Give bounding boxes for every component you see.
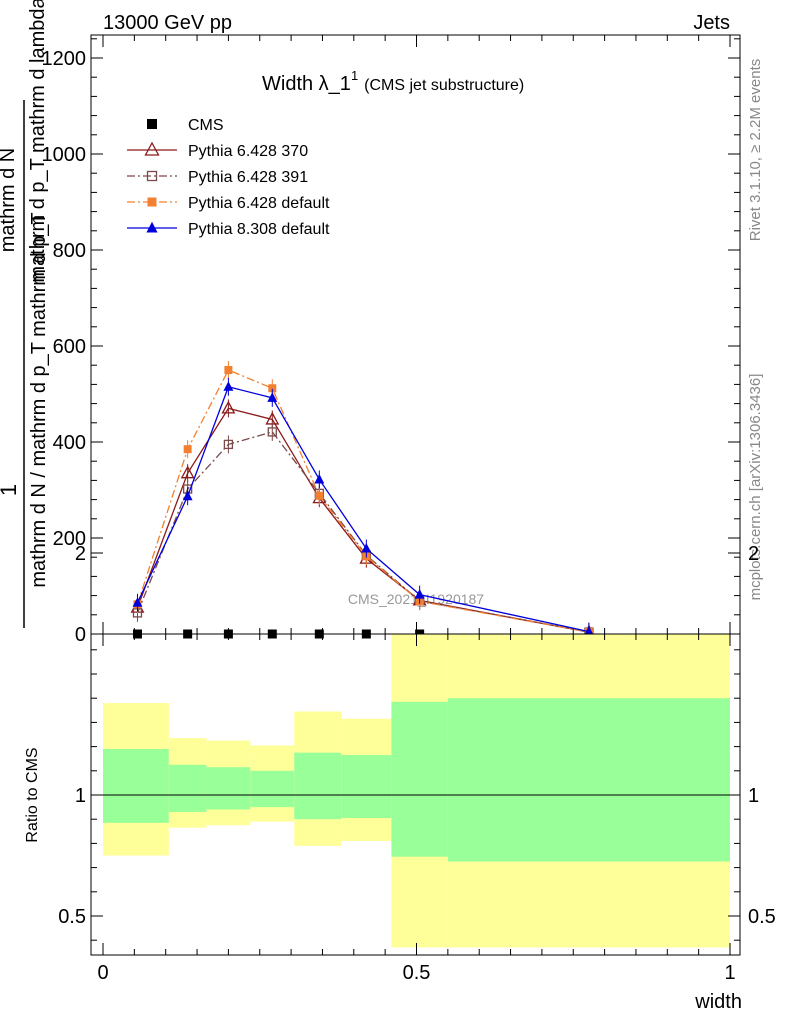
data-point: [223, 381, 234, 391]
ratio-y-tick-label-left: 1: [75, 785, 86, 807]
data-point: [223, 439, 234, 450]
data-point: [221, 400, 236, 414]
ratio-ylabel: Ratio to CMS: [24, 747, 41, 842]
ratio-y-tick-label-left: 2: [75, 543, 86, 565]
ratio-y-tick-label-right: 1: [748, 785, 759, 807]
ratio-band-green: [250, 770, 295, 808]
y-axis-label-main: 1 mathrm d N / mathrm d p_T mathrm d p_T…: [0, 0, 50, 628]
data-point: [267, 427, 277, 437]
data-point: [268, 384, 277, 393]
ratio-band-green: [341, 755, 392, 818]
ratio-band-green: [391, 701, 448, 857]
ratio-band-green: [447, 698, 730, 862]
plot-title-sub: (CMS jet substructure): [364, 77, 524, 94]
ratio-band-green: [168, 764, 207, 812]
ratio-band-green: [206, 767, 251, 810]
ylabel-part-dpt: mathrm d p_T mathrm d lambda: [27, 0, 49, 283]
data-point: [132, 597, 143, 607]
series-line: [136, 386, 590, 633]
legend-label: Pythia 8.308 default: [188, 221, 330, 238]
legend-label: Pythia 6.428 370: [188, 143, 308, 160]
ylabel-numerator: 1: [0, 484, 21, 496]
ratio-band-green: [103, 749, 169, 823]
ratio-y-tick-label-left: 0.5: [58, 906, 86, 928]
data-point: [146, 170, 158, 182]
ylabel-denominator: mathrm d N / mathrm d p_T mathrm d p_T: [28, 212, 50, 587]
data-point: [147, 119, 157, 129]
x-tick-label: 0: [97, 962, 108, 984]
rivet-label: Rivet 3.1.10, ≥ 2.2M events: [747, 59, 764, 242]
x-tick-label: 0.5: [403, 962, 431, 984]
y-tick-label: 0: [75, 624, 86, 646]
series-4: [132, 377, 594, 641]
x-tick-label: 1: [724, 962, 735, 984]
series-line: [136, 369, 590, 633]
data-point: [583, 626, 594, 636]
data-point: [314, 473, 325, 484]
data-point: [182, 490, 193, 501]
mcplots-label: mcplots.cern.ch [arXiv:1306.3436]: [747, 374, 764, 601]
plot-title-sup: 1: [351, 68, 358, 83]
ratio-y-tick-label-right: 0.5: [748, 906, 776, 928]
plot-title: Width λ_11 (CMS jet substructure): [262, 68, 524, 95]
y-tick-label: 400: [53, 432, 86, 454]
ratio-plot-panel: 0.5 0.5 1 1 2 2 0 0.5 1 Ratio to CMS width: [24, 543, 776, 1013]
header-left: 13000 GeV pp: [103, 12, 232, 34]
data-point: [147, 197, 157, 207]
data-point: [180, 465, 195, 479]
ratio-y-tick-label-right: 2: [748, 543, 759, 565]
data-point: [224, 366, 233, 374]
legend-label: Pythia 6.428 391: [188, 169, 308, 186]
data-point: [315, 491, 324, 500]
plot-title-main: Width λ_1: [262, 73, 351, 95]
data-point: [146, 221, 158, 233]
header-right: Jets: [693, 12, 730, 34]
y-tick-label: 200: [53, 528, 86, 550]
legend-label: Pythia 6.428 default: [188, 195, 330, 212]
y-tick-label: 600: [53, 336, 86, 358]
x-axis-label: width: [694, 991, 742, 1013]
y-tick-label: 800: [53, 240, 86, 262]
data-point: [183, 445, 192, 454]
data-point: [414, 589, 425, 599]
ratio-band-green: [294, 752, 342, 820]
legend: CMS Pythia 6.428 370 Pythia 6.428 391 Pythi…: [127, 117, 330, 238]
data-point: [361, 542, 372, 553]
y-tick-label: 1200: [42, 48, 87, 70]
data-point: [267, 392, 278, 402]
data-point: [144, 141, 160, 156]
y-tick-label: 1000: [42, 144, 87, 166]
ylabel-part-dn: mathrm d N: [0, 148, 19, 252]
legend-label: CMS: [188, 117, 224, 134]
